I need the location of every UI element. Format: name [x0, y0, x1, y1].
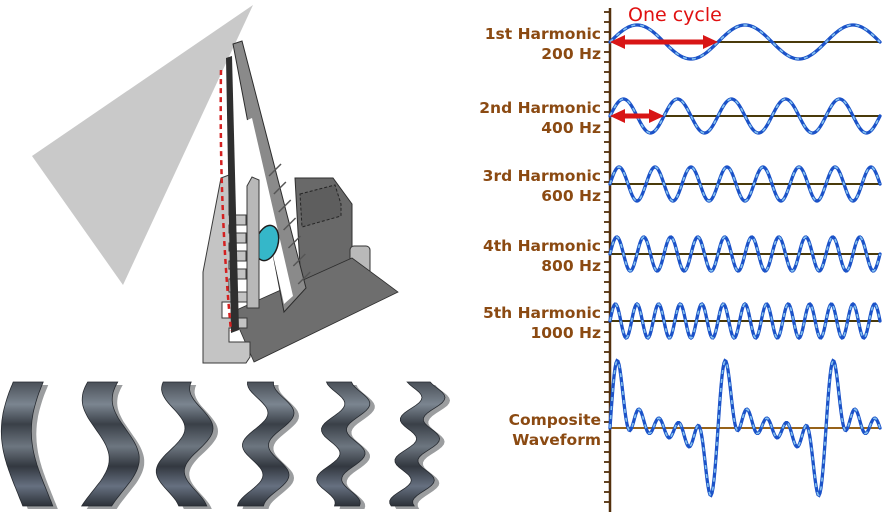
wave-line [608, 235, 882, 273]
mode-shape-ribbon-6 [389, 381, 450, 509]
hatch-line [287, 235, 301, 249]
wave-dash-overlay [609, 166, 881, 202]
harmonic-label-line1: 1st Harmonic [485, 25, 601, 43]
reed-illustration-panel [0, 5, 450, 509]
harmonic-row-3: 3rd Harmonic 600 Hz [483, 165, 882, 205]
ribbon-surface [80, 381, 140, 507]
harmonic-label-line1: 5th Harmonic [483, 304, 601, 322]
air-jet-wedge [32, 5, 253, 285]
hatch-line [292, 253, 306, 267]
arrowhead-left-icon [610, 35, 625, 49]
wedge-gap [243, 118, 293, 304]
hatch-line [278, 199, 292, 213]
harmonic-label-line1: 2nd Harmonic [479, 99, 601, 117]
housing-top-block [299, 184, 342, 228]
harmonic-label-line1: 4th Harmonic [483, 237, 601, 255]
wave-dash-overlay [609, 98, 881, 134]
arrowhead-right-icon [703, 35, 718, 49]
harmonic-label-line2: Waveform [512, 431, 601, 449]
mode-shape-ribbon-4 [236, 381, 299, 509]
ribbon-surface [389, 381, 446, 507]
harmonic-label-line2: 600 Hz [541, 187, 601, 205]
chart-axis [604, 8, 612, 512]
mode-shape-ribbon-5 [316, 381, 375, 509]
harmonic-label-line1: 3rd Harmonic [483, 167, 601, 185]
wave-line [608, 358, 882, 498]
harmonic-row-5: 5th Harmonic 1000 Hz [483, 301, 882, 342]
chart-annotations: One cycle [610, 4, 722, 123]
arrowhead-right-icon [649, 109, 664, 123]
ribbon-surface [155, 381, 214, 507]
hatch-line [297, 271, 311, 285]
harmonic-row-4: 4th Harmonic 800 Hz [483, 235, 882, 275]
ribbon-surface [0, 381, 54, 507]
arrowhead-left-icon [610, 109, 625, 123]
wave-dash-overlay [609, 24, 881, 60]
one-cycle-arrow [610, 109, 664, 123]
mode-shape-ribbon-2 [80, 381, 145, 509]
reed-tongue [226, 56, 239, 333]
chart-rows: 1st Harmonic 200 Hz 2nd Harmonic 400 Hz 3rd … [479, 23, 882, 498]
harmonic-row-2: 2nd Harmonic 400 Hz [479, 97, 882, 137]
harmonics-chart: 1st Harmonic 200 Hz 2nd Harmonic 400 Hz 3rd … [479, 4, 882, 512]
harmonic-row-6: Composite Waveform [509, 358, 882, 498]
one-cycle-label: One cycle [628, 4, 722, 26]
harmonic-label-line2: 400 Hz [541, 119, 601, 137]
hatch-line [268, 163, 282, 177]
harmonic-label-line2: 1000 Hz [530, 324, 601, 342]
reed-bend-line [219, 69, 233, 332]
harmonics-chart-panel: 1st Harmonic 200 Hz 2nd Harmonic 400 Hz 3rd … [470, 0, 896, 527]
mode-shape-ribbon-1 [0, 381, 58, 509]
mode-shape-ribbon-3 [155, 381, 218, 509]
reed-illustration [0, 5, 450, 509]
vibration-mode-ribbons [0, 381, 450, 509]
harmonic-label-line1: Composite [509, 411, 601, 429]
harmonic-label-line2: 800 Hz [541, 257, 601, 275]
ribbon-surface [316, 381, 371, 507]
comb-post [246, 176, 260, 309]
wave-dash-overlay [609, 236, 881, 272]
harmonic-label-line2: 200 Hz [541, 45, 601, 63]
hatch-line [273, 181, 287, 195]
wave-dash-overlay [609, 303, 881, 339]
wedge-hatching [268, 163, 311, 285]
ribbon-surface [236, 381, 295, 507]
hatch-line [283, 217, 297, 231]
one-cycle-arrow [610, 35, 718, 49]
